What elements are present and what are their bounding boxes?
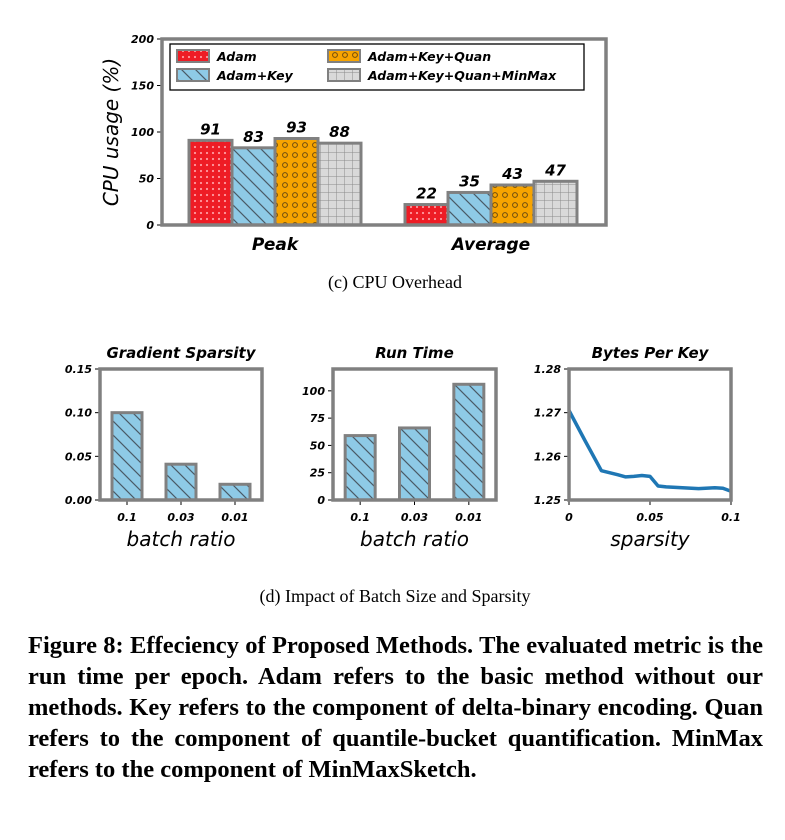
legend-label: Adam xyxy=(216,49,257,64)
x-tick-label: 0.1 xyxy=(117,511,137,524)
plot-frame xyxy=(160,37,608,227)
y-tick-label: 0 xyxy=(317,494,325,507)
chart-title: Run Time xyxy=(375,344,454,362)
x-tick-label: 0.03 xyxy=(167,511,194,524)
run-time-chart: Run Time 0 25 50 75 100 0.1 0.03 0.01 batch ratio xyxy=(302,344,498,551)
category-label: Average xyxy=(450,235,530,255)
bar xyxy=(218,482,252,502)
bar xyxy=(343,434,377,502)
y-tick-label: 50 xyxy=(139,173,155,186)
y-tick-label: 150 xyxy=(131,80,154,93)
plot-frame xyxy=(98,367,264,502)
y-tick-label: 0.10 xyxy=(65,407,92,420)
data-label: 43 xyxy=(501,165,523,183)
bar xyxy=(164,462,198,502)
y-tick-label: 0.05 xyxy=(65,450,92,463)
bar xyxy=(532,179,579,227)
x-tick-label: 0.01 xyxy=(221,511,248,524)
y-tick-label: 75 xyxy=(310,412,326,425)
y-tick-label: 50 xyxy=(310,439,326,452)
data-label: 93 xyxy=(286,119,307,137)
y-tick-label: 0.00 xyxy=(65,494,92,507)
bar xyxy=(446,190,493,227)
bytes-per-key-chart: Bytes Per Key 1.25 1.26 1.27 1.28 0 0.05 0.1 spa… xyxy=(534,344,741,551)
y-tick-label: 0 xyxy=(146,219,154,232)
x-tick-label: 0 xyxy=(565,511,573,524)
legend-label: Adam+Key+Quan+MinMax xyxy=(367,68,557,83)
series-line xyxy=(567,409,732,493)
legend-label: Adam+Key+Quan xyxy=(367,49,491,64)
bar xyxy=(230,146,277,227)
bar xyxy=(187,138,234,227)
impact-caption: (d) Impact of Batch Size and Sparsity xyxy=(260,586,531,607)
y-tick-label: 100 xyxy=(131,126,154,139)
x-axis-label: batch ratio xyxy=(127,527,236,551)
legend-swatch xyxy=(327,49,361,63)
bar xyxy=(403,203,450,227)
x-axis-label: sparsity xyxy=(610,527,690,551)
y-tick-label: 1.28 xyxy=(534,363,561,376)
figure-canvas: 0 50 100 150 200 CPU usage (%) 91 22 83 35 93 43 88 4… xyxy=(65,33,741,607)
data-label: 22 xyxy=(416,185,437,203)
legend-swatch xyxy=(176,68,210,82)
legend-label: Adam+Key xyxy=(216,68,294,83)
y-tick-label: 1.25 xyxy=(534,494,561,507)
x-axis-label: batch ratio xyxy=(360,527,469,551)
data-label: 88 xyxy=(329,123,350,141)
y-tick-label: 1.27 xyxy=(534,407,561,420)
bar xyxy=(273,137,320,227)
data-label: 47 xyxy=(544,161,566,179)
legend: Adam Adam+Key Adam+Key+Quan Adam+Key+Quan+M… xyxy=(169,43,585,91)
bar xyxy=(316,141,363,227)
cpu-overhead-chart: 0 50 100 150 200 CPU usage (%) 91 22 83 35 93 43 88 4… xyxy=(99,33,608,255)
x-tick-label: 0.1 xyxy=(350,511,370,524)
plot-frame xyxy=(331,367,498,502)
figure-caption: Figure 8: Effeciency of Proposed Methods… xyxy=(28,632,763,783)
cpu-caption: (c) CPU Overhead xyxy=(328,272,462,293)
gradient-sparsity-chart: Gradient Sparsity 0.00 0.05 0.10 0.15 0.1 0.03… xyxy=(65,344,264,551)
y-tick-label: 0.15 xyxy=(65,363,92,376)
x-tick-label: 0.01 xyxy=(455,511,482,524)
y-tick-label: 25 xyxy=(310,467,326,480)
plot-frame xyxy=(567,367,733,502)
data-label: 83 xyxy=(243,128,264,146)
data-label: 91 xyxy=(200,120,221,138)
legend-swatch xyxy=(327,68,361,82)
y-tick-label: 200 xyxy=(131,33,154,46)
category-label: Peak xyxy=(252,235,300,255)
y-axis-label: CPU usage (%) xyxy=(99,58,123,206)
legend-box xyxy=(169,43,585,91)
x-tick-label: 0.1 xyxy=(721,511,741,524)
chart-title: Gradient Sparsity xyxy=(106,344,256,362)
y-tick-label: 100 xyxy=(302,385,325,398)
bar xyxy=(398,426,431,502)
bar xyxy=(452,382,486,502)
legend-swatch xyxy=(176,49,210,63)
x-tick-label: 0.05 xyxy=(636,511,663,524)
data-label: 35 xyxy=(459,172,480,190)
bar xyxy=(110,411,144,502)
bar xyxy=(489,183,536,227)
x-tick-label: 0.03 xyxy=(401,511,428,524)
chart-title: Bytes Per Key xyxy=(592,344,710,362)
y-tick-label: 1.26 xyxy=(534,450,561,463)
